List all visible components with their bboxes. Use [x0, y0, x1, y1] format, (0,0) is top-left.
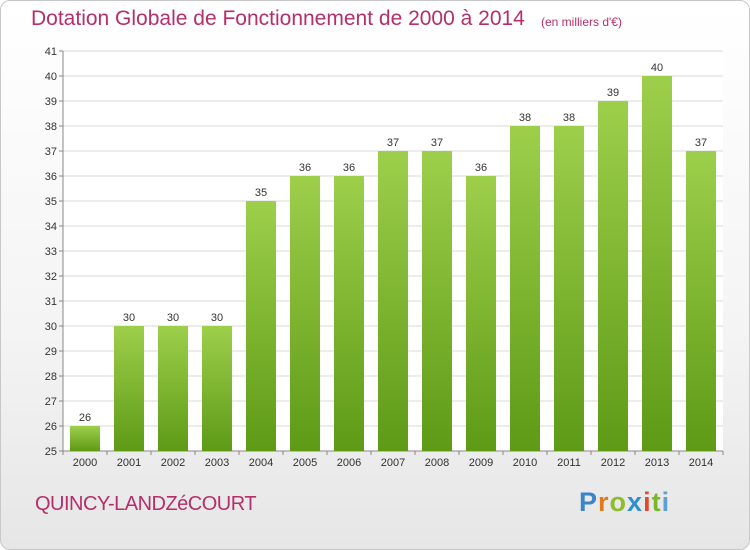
x-tick-label: 2006 [337, 457, 361, 469]
x-tick-label: 2014 [689, 457, 713, 469]
x-tick-label: 2009 [469, 457, 493, 469]
bar-value-label: 37 [695, 137, 707, 149]
y-tick-label: 32 [45, 271, 57, 283]
logo-letter: o [609, 487, 628, 517]
bar-value-label: 38 [519, 112, 531, 124]
bar [510, 126, 540, 451]
y-tick-label: 30 [45, 321, 57, 333]
x-tick-label: 2007 [381, 457, 405, 469]
y-tick-label: 28 [45, 371, 57, 383]
y-tick-label: 38 [45, 121, 57, 133]
y-tick-label: 35 [45, 196, 57, 208]
bar [114, 326, 144, 451]
logo-letter: P [579, 487, 599, 517]
bar [334, 176, 364, 451]
bar-value-label: 36 [343, 162, 355, 174]
x-tick-label: 2005 [293, 457, 317, 469]
y-tick-label: 34 [45, 221, 57, 233]
x-tick-label: 2010 [513, 457, 537, 469]
bar [246, 201, 276, 451]
bar-value-label: 30 [167, 312, 179, 324]
bar-value-label: 39 [607, 87, 619, 99]
y-tick-label: 40 [45, 71, 57, 83]
x-tick-label: 2001 [117, 457, 141, 469]
bar [686, 151, 716, 451]
bar-value-label: 37 [431, 137, 443, 149]
y-tick-label: 41 [45, 46, 57, 58]
bar [554, 126, 584, 451]
bar [422, 151, 452, 451]
y-tick-label: 33 [45, 246, 57, 258]
bar-value-label: 35 [255, 187, 267, 199]
x-tick-label: 2011 [557, 457, 581, 469]
bar-value-label: 36 [299, 162, 311, 174]
bar [158, 326, 188, 451]
bar-value-label: 38 [563, 112, 575, 124]
logo-letter: x [627, 487, 644, 517]
x-tick-label: 2003 [205, 457, 229, 469]
bar-value-label: 30 [123, 312, 135, 324]
bar-value-label: 37 [387, 137, 399, 149]
bar [598, 101, 628, 451]
bar [290, 176, 320, 451]
y-tick-label: 26 [45, 421, 57, 433]
commune-name: QUINCY-LANDZéCOURT [35, 493, 257, 515]
y-tick-label: 36 [45, 171, 57, 183]
y-tick-label: 31 [45, 296, 57, 308]
logo-letter: i [643, 487, 652, 517]
y-tick-label: 39 [45, 96, 57, 108]
bar [642, 76, 672, 451]
bar [202, 326, 232, 451]
bar [466, 176, 496, 451]
proxiti-logo: Proxiti [579, 487, 670, 518]
x-tick-label: 2008 [425, 457, 449, 469]
logo-letter: t [651, 487, 662, 517]
bar-value-label: 36 [475, 162, 487, 174]
x-tick-label: 2012 [601, 457, 625, 469]
bar-value-label: 40 [651, 62, 663, 74]
logo-letter: i [661, 487, 671, 517]
y-tick-label: 25 [45, 446, 57, 458]
x-tick-label: 2013 [645, 457, 669, 469]
bar-value-label: 26 [79, 412, 91, 424]
bar [378, 151, 408, 451]
bar [70, 426, 100, 451]
bar-value-label: 30 [211, 312, 223, 324]
x-tick-label: 2004 [249, 457, 273, 469]
x-tick-label: 2000 [73, 457, 97, 469]
y-tick-label: 27 [45, 396, 57, 408]
logo-letter: r [598, 487, 610, 517]
x-tick-label: 2002 [161, 457, 185, 469]
y-tick-label: 29 [45, 346, 57, 358]
y-tick-label: 37 [45, 146, 57, 158]
chart-subtitle: (en milliers d'€) [541, 15, 622, 29]
chart-title: Dotation Globale de Fonctionnement de 20… [31, 7, 525, 30]
